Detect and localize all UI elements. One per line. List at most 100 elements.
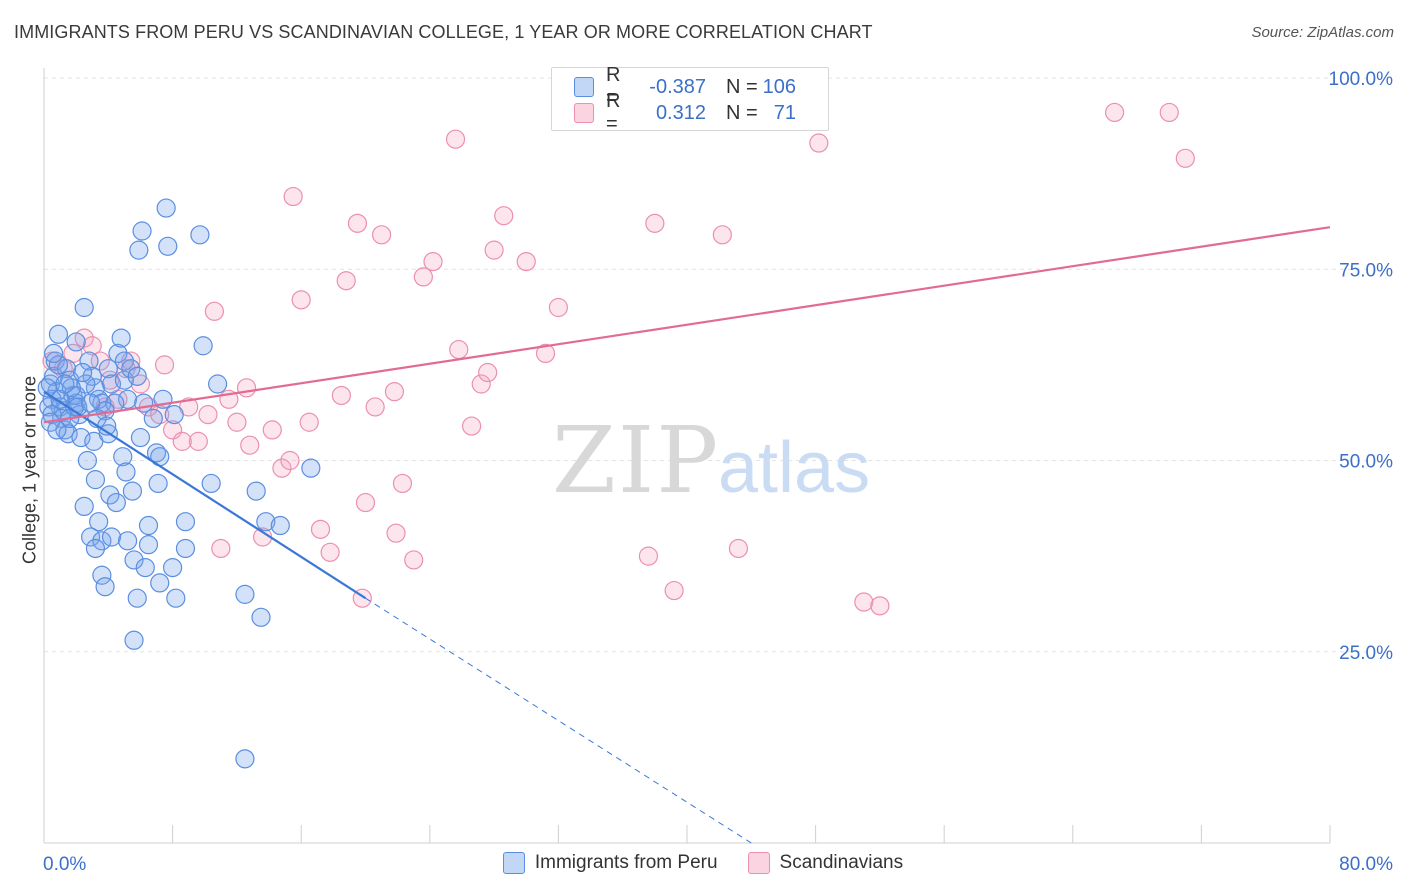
data-point-peru-46 bbox=[100, 485, 120, 505]
data-point-scandinavians-38 bbox=[404, 550, 424, 570]
legend-swatch-pink bbox=[747, 852, 770, 874]
data-point-scandinavians-43 bbox=[461, 416, 482, 436]
data-point-peru-16 bbox=[74, 297, 94, 318]
watermark-atlas: atlas bbox=[718, 428, 870, 508]
y-tick-label-50: 50.0% bbox=[1339, 452, 1393, 473]
data-point-peru-32 bbox=[114, 351, 134, 371]
trend-lines bbox=[43, 226, 1331, 844]
data-point-scandinavians-35 bbox=[371, 225, 392, 245]
data-point-peru-85 bbox=[129, 240, 149, 260]
data-point-peru-57 bbox=[117, 531, 138, 551]
correlation-legend: R = -0.387 N = 106 R = 0.312 N = 71 bbox=[551, 64, 829, 135]
legend-swatch-pink bbox=[574, 103, 594, 123]
data-point-scandinavians-16 bbox=[198, 405, 218, 425]
data-point-scandinavians-22 bbox=[262, 420, 282, 440]
data-point-scandinavians-17 bbox=[204, 301, 224, 321]
x-tick-label-0: 0.0% bbox=[43, 854, 86, 875]
data-point-peru-74 bbox=[72, 362, 93, 383]
legend-swatch-blue bbox=[574, 77, 594, 97]
trend-line-peru bbox=[43, 390, 367, 600]
data-point-peru-66 bbox=[95, 577, 115, 597]
legend-row-peru: R = -0.387 N = 106 bbox=[574, 64, 796, 109]
series-legend: Immigrants from Peru Scandinavians bbox=[0, 852, 1406, 874]
data-point-scandinavians-56 bbox=[728, 538, 749, 559]
data-point-peru-102 bbox=[44, 343, 64, 363]
data-point-peru-38 bbox=[77, 450, 98, 471]
data-point-peru-75 bbox=[124, 630, 144, 650]
data-point-peru-89 bbox=[190, 225, 210, 245]
y-tick-label-25: 25.0% bbox=[1339, 643, 1393, 664]
data-point-scandinavians-66 bbox=[172, 431, 192, 451]
data-point-peru-52 bbox=[138, 515, 159, 536]
data-point-scandinavians-4 bbox=[82, 336, 102, 356]
data-point-scandinavians-15 bbox=[188, 431, 208, 451]
data-point-scandinavians-52 bbox=[638, 546, 659, 566]
data-point-peru-69 bbox=[235, 584, 255, 604]
x-tick-label-80: 80.0% bbox=[1339, 854, 1393, 875]
data-point-scandinavians-44 bbox=[471, 374, 491, 394]
data-point-peru-61 bbox=[124, 550, 144, 570]
gridlines bbox=[44, 77, 1370, 653]
legend-n-label: N = bbox=[726, 101, 758, 124]
data-point-scandinavians-20 bbox=[240, 435, 260, 455]
data-point-scandinavians-45 bbox=[478, 362, 498, 383]
data-point-scandinavians-19 bbox=[227, 412, 247, 432]
data-point-scandinavians-61 bbox=[1104, 102, 1125, 123]
legend-n-label: N = bbox=[726, 75, 758, 98]
data-point-scandinavians-54 bbox=[664, 580, 684, 601]
data-point-peru-7 bbox=[48, 324, 69, 344]
data-point-scandinavians-29 bbox=[320, 542, 340, 562]
data-point-scandinavians-60 bbox=[870, 596, 890, 616]
data-point-scandinavians-55 bbox=[712, 225, 732, 245]
data-point-peru-48 bbox=[89, 512, 109, 532]
data-point-peru-88 bbox=[156, 198, 176, 218]
data-point-peru-41 bbox=[116, 462, 136, 482]
data-point-peru-76 bbox=[208, 374, 228, 394]
data-point-peru-62 bbox=[135, 557, 155, 578]
data-point-peru-33 bbox=[121, 359, 141, 379]
data-point-peru-35 bbox=[134, 393, 154, 413]
legend-item-peru[interactable]: Immigrants from Peru bbox=[502, 852, 718, 874]
data-point-peru-67 bbox=[127, 588, 147, 608]
axes bbox=[43, 68, 1331, 844]
data-point-peru-99 bbox=[143, 408, 163, 429]
data-point-peru-103 bbox=[66, 332, 86, 352]
data-point-peru-14 bbox=[58, 424, 78, 444]
data-point-peru-36 bbox=[71, 427, 91, 448]
data-point-scandinavians-70 bbox=[386, 523, 406, 543]
data-point-scandinavians-36 bbox=[384, 382, 405, 402]
data-point-scandinavians-49 bbox=[535, 343, 556, 363]
legend-item-scandinavians[interactable]: Scandinavians bbox=[747, 852, 903, 874]
data-point-scandinavians-63 bbox=[1175, 148, 1195, 168]
data-point-peru-81 bbox=[256, 512, 276, 532]
data-point-peru-101 bbox=[55, 374, 75, 394]
data-point-peru-40 bbox=[113, 447, 133, 467]
data-point-peru-78 bbox=[164, 405, 184, 425]
data-point-scandinavians-59 bbox=[854, 592, 874, 612]
data-point-peru-56 bbox=[101, 527, 122, 547]
legend-r-value: 0.312 bbox=[655, 101, 706, 124]
data-point-peru-87 bbox=[158, 236, 178, 256]
data-point-scandinavians-64 bbox=[211, 538, 231, 559]
source-label: Source: ZipAtlas.com bbox=[1251, 24, 1394, 41]
data-point-scandinavians-53 bbox=[645, 213, 665, 233]
chart-title: IMMIGRANTS FROM PERU VS SCANDINAVIAN COL… bbox=[14, 22, 873, 42]
data-point-scandinavians-34 bbox=[365, 397, 385, 417]
data-point-peru-79 bbox=[201, 473, 221, 494]
data-point-scandinavians-23 bbox=[272, 458, 292, 478]
data-point-peru-83 bbox=[301, 458, 321, 478]
watermark: ZIP atlas bbox=[552, 407, 870, 514]
data-point-scandinavians-28 bbox=[310, 519, 331, 539]
data-point-scandinavians-62 bbox=[1159, 102, 1179, 123]
data-point-peru-82 bbox=[270, 515, 290, 536]
data-point-scandinavians-24 bbox=[280, 450, 300, 471]
legend-n-value: 71 bbox=[773, 101, 796, 124]
legend-n-value: 106 bbox=[762, 75, 796, 98]
trend-line-scandinavians bbox=[43, 226, 1331, 424]
data-point-peru-18 bbox=[82, 366, 102, 386]
tick-labels: 25.0% 50.0% 75.0% 100.0% 0.0% 80.0% bbox=[43, 69, 1393, 875]
data-point-peru-80 bbox=[246, 481, 266, 501]
data-point-scandinavians-26 bbox=[291, 290, 311, 310]
data-point-scandinavians-31 bbox=[336, 271, 356, 291]
